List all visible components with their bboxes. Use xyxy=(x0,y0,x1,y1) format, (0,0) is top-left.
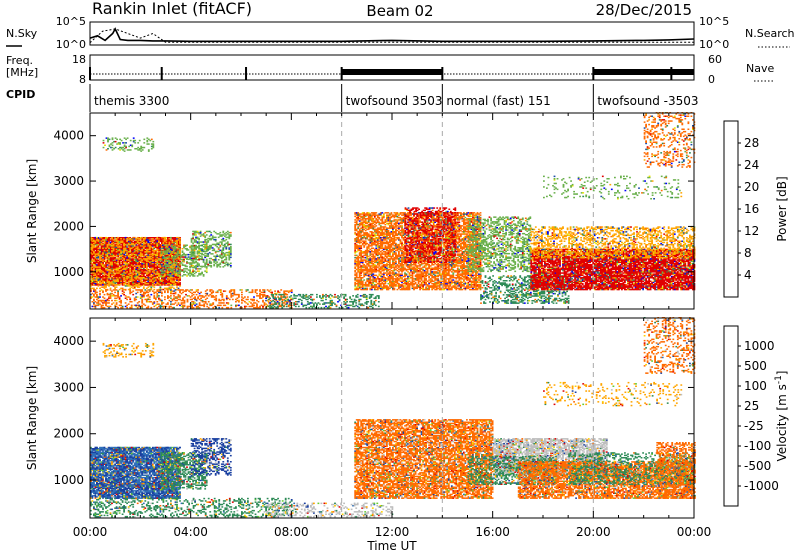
power-region-14 xyxy=(644,112,696,168)
power-region-4 xyxy=(90,289,293,308)
velocity-colorbar-tick-label-2: 100 xyxy=(744,379,767,393)
velocity-region-6 xyxy=(103,343,155,358)
velocity-ytick-label-1: 2000 xyxy=(53,427,84,441)
x-tick-label-1: 04:00 xyxy=(173,525,208,539)
power-colorbar-tick-label-4: 20 xyxy=(744,180,759,194)
velocity-colorbar-tick-label-4: -25 xyxy=(744,419,764,433)
noise-right-label: N.Search xyxy=(745,27,795,40)
velocity-ylabel: Slant Range [km] xyxy=(25,366,39,470)
x-axis-title: Time UT xyxy=(366,539,417,553)
noise-left-tick-bottom: 10^0 xyxy=(56,38,86,51)
velocity-colorbar-tick-label-7: -1000 xyxy=(744,479,779,493)
freq-left-tick-top: 18 xyxy=(72,53,86,66)
velocity-region-4 xyxy=(90,498,293,518)
noise-right-tick-top: 10^5 xyxy=(699,15,729,28)
power-region-9 xyxy=(468,216,532,272)
power-cells xyxy=(90,112,695,308)
power-ylabel: Slant Range [km] xyxy=(25,159,39,263)
cpid-segment-1: twofsound 3503 xyxy=(346,94,443,108)
x-tick-label-4: 16:00 xyxy=(475,525,510,539)
x-tick-label-0: 00:00 xyxy=(73,525,108,539)
velocity-region-5 xyxy=(266,503,393,518)
power-colorbar-tick-label-0: 4 xyxy=(744,268,752,282)
nave-right-label: Nave xyxy=(746,62,774,75)
freq-frame xyxy=(90,55,694,80)
velocity-region-13 xyxy=(543,382,682,406)
power-colorbar-tick-label-2: 12 xyxy=(744,224,759,238)
nave-dense-1 xyxy=(593,69,694,75)
power-ytick-label-3: 4000 xyxy=(53,129,84,143)
velocity-ytick-label-0: 1000 xyxy=(53,473,84,487)
power-colorbar-tick-label-3: 16 xyxy=(744,202,759,216)
velocity-colorbar-frame xyxy=(724,326,738,506)
power-ytick-label-1: 2000 xyxy=(53,219,84,233)
power-region-6 xyxy=(103,137,155,152)
velocity-colorbar-tick-label-3: 25 xyxy=(744,399,759,413)
beam-title: Beam 02 xyxy=(366,2,433,20)
power-region-3 xyxy=(191,231,232,268)
noise-right-tick-bottom: 10^0 xyxy=(699,38,729,51)
station-title: Rankin Inlet (fitACF) xyxy=(92,0,252,18)
cpid-segment-0: themis 3300 xyxy=(94,94,169,108)
date-title: 28/Dec/2015 xyxy=(596,1,692,19)
freq-left-unit: [MHz] xyxy=(6,66,38,79)
power-colorbar-tick-label-5: 24 xyxy=(744,158,759,172)
x-tick-label-3: 12:00 xyxy=(375,525,410,539)
noise-left-tick-top: 10^5 xyxy=(56,15,86,28)
velocity-region-3 xyxy=(191,438,232,476)
power-colorbar-label: Power [dB] xyxy=(775,176,789,241)
freq-left-tick-bottom: 8 xyxy=(79,73,86,86)
cpid-segment-2: normal (fast) 151 xyxy=(446,94,550,108)
power-colorbar-frame xyxy=(724,121,738,297)
noise-series-0 xyxy=(90,29,694,41)
x-tick-label-6: 00:00 xyxy=(677,525,712,539)
nave-right-tick-top: 60 xyxy=(708,53,722,66)
velocity-colorbar-label: Velocity [m s-1] xyxy=(774,371,789,462)
velocity-colorbar-tick-label-0: 1000 xyxy=(744,339,775,353)
velocity-colorbar-tick-label-6: -500 xyxy=(744,459,771,473)
power-colorbar-tick-label-1: 8 xyxy=(744,246,752,260)
x-tick-label-2: 08:00 xyxy=(274,525,309,539)
velocity-region-14 xyxy=(644,317,696,374)
nave-dense-0 xyxy=(342,69,443,75)
nave-right-tick-bottom: 0 xyxy=(708,73,715,86)
velocity-ytick-label-3: 4000 xyxy=(53,334,84,348)
velocity-cells xyxy=(90,317,696,517)
cpid-label: CPID xyxy=(6,88,35,101)
power-ytick-label-0: 1000 xyxy=(53,265,84,279)
power-region-13 xyxy=(543,176,682,200)
power-colorbar-tick-label-6: 28 xyxy=(744,136,759,150)
velocity-ytick-label-2: 3000 xyxy=(53,380,84,394)
velocity-colorbar-tick-label-1: 500 xyxy=(744,359,767,373)
power-ytick-label-2: 3000 xyxy=(53,174,84,188)
cpid-segment-3: twofsound -3503 xyxy=(597,94,698,108)
noise-left-label: N.Sky xyxy=(6,27,38,40)
x-tick-label-5: 20:00 xyxy=(576,525,611,539)
velocity-colorbar-tick-label-5: -100 xyxy=(744,439,771,453)
radar-summary-plot: Rankin Inlet (fitACF) Beam 02 28/Dec/2015 … xyxy=(0,0,800,554)
